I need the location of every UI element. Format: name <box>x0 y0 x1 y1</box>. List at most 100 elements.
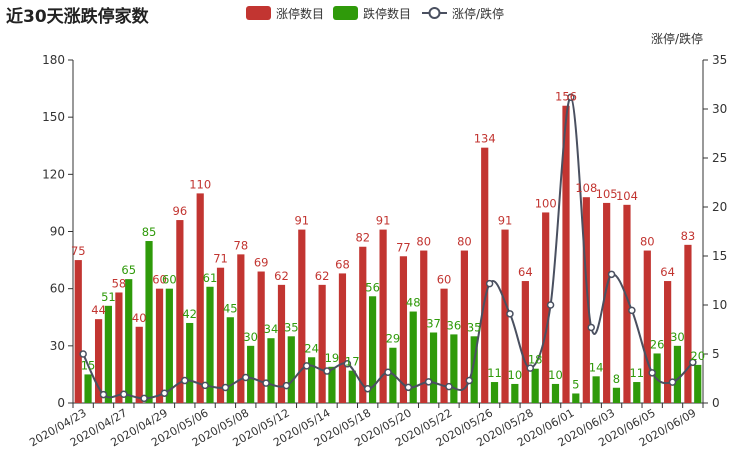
bar-limit-down[interactable] <box>287 336 295 403</box>
ratio-point[interactable] <box>607 270 616 279</box>
ratio-point[interactable] <box>181 376 189 385</box>
bar-limit-up[interactable] <box>542 212 550 403</box>
bar-limit-down[interactable] <box>694 364 702 403</box>
bar-limit-up[interactable] <box>115 292 123 403</box>
ratio-point[interactable] <box>648 369 656 377</box>
bar-limit-up[interactable] <box>481 147 489 403</box>
bar-limit-down[interactable] <box>490 382 499 403</box>
bar-limit-up[interactable] <box>379 229 387 403</box>
ratio-point[interactable] <box>160 389 169 397</box>
bar-limit-down[interactable] <box>308 357 316 403</box>
bar-limit-up[interactable] <box>562 105 570 403</box>
bar-limit-up[interactable] <box>196 193 204 403</box>
ratio-point[interactable] <box>404 383 413 392</box>
bar-limit-up[interactable] <box>237 254 245 403</box>
bar-limit-up[interactable] <box>684 244 692 403</box>
bar-limit-up[interactable] <box>399 256 408 403</box>
bar-limit-up[interactable] <box>521 281 529 403</box>
ratio-point[interactable] <box>363 384 372 393</box>
ratio-point[interactable] <box>323 367 331 375</box>
ratio-point[interactable] <box>384 368 392 376</box>
bar-limit-down[interactable] <box>328 366 336 403</box>
bar-limit-down[interactable] <box>409 311 417 403</box>
data-label-limit-down: 10 <box>548 368 563 382</box>
ratio-point[interactable] <box>689 358 697 367</box>
bar-limit-up[interactable] <box>298 229 306 403</box>
ratio-point[interactable] <box>221 383 230 392</box>
bar-limit-up[interactable] <box>643 250 651 403</box>
bar-limit-down[interactable] <box>511 383 519 403</box>
ratio-point[interactable] <box>302 362 311 370</box>
right-axis-tick-label: 5 <box>712 347 720 361</box>
bar-limit-down[interactable] <box>267 338 275 403</box>
bar-limit-up[interactable] <box>135 326 143 403</box>
bar-limit-down[interactable] <box>125 279 133 403</box>
bar-limit-down[interactable] <box>633 382 641 403</box>
bar-limit-down[interactable] <box>165 288 173 403</box>
ratio-point[interactable] <box>506 310 514 318</box>
bar-limit-down[interactable] <box>104 305 112 403</box>
ratio-point[interactable] <box>546 301 555 309</box>
ratio-point[interactable] <box>485 279 494 288</box>
bar-limit-up[interactable] <box>460 250 468 403</box>
ratio-point[interactable] <box>140 394 148 403</box>
ratio-line[interactable] <box>82 96 694 400</box>
ratio-point[interactable] <box>526 364 535 372</box>
bar-limit-up[interactable] <box>501 229 509 403</box>
ratio-point[interactable] <box>465 376 474 385</box>
legend[interactable]: 涨停数目 跌停数目 涨停/跌停 <box>246 6 504 21</box>
bar-limit-up[interactable] <box>155 288 164 403</box>
ratio-point[interactable] <box>201 381 209 390</box>
ratio-point[interactable] <box>445 382 453 391</box>
bar-limit-down[interactable] <box>226 317 234 403</box>
bar-limit-up[interactable] <box>216 267 225 403</box>
ratio-point[interactable] <box>628 306 636 315</box>
bar-limit-up[interactable] <box>582 197 590 403</box>
bar-limit-up[interactable] <box>623 204 631 403</box>
legend-item-ratio[interactable]: 涨停/跌停 <box>422 6 504 21</box>
ratio-point[interactable] <box>668 378 677 386</box>
ratio-point[interactable] <box>79 350 87 358</box>
bar-limit-down[interactable] <box>572 393 580 403</box>
bar-limit-down[interactable] <box>145 241 153 403</box>
ratio-point[interactable] <box>262 379 270 387</box>
bar-limit-up[interactable] <box>94 319 103 403</box>
bar-limit-down[interactable] <box>348 370 356 403</box>
bar-limit-up[interactable] <box>420 250 428 403</box>
ratio-point[interactable] <box>282 381 291 390</box>
bar-limit-up[interactable] <box>338 273 347 403</box>
ratio-point[interactable] <box>567 93 575 101</box>
bar-limit-up[interactable] <box>257 271 265 403</box>
bar-limit-down[interactable] <box>450 334 458 403</box>
ratio-point[interactable] <box>343 360 352 368</box>
bar-limit-down[interactable] <box>551 383 560 403</box>
bar-limit-up[interactable] <box>74 260 82 403</box>
left-axis-tick-label: 30 <box>50 339 65 353</box>
data-label-limit-up: 60 <box>152 273 167 287</box>
bar-limit-down[interactable] <box>368 296 377 403</box>
legend-item-limit-down[interactable]: 跌停数目 <box>333 6 411 21</box>
legend-item-limit-up[interactable]: 涨停数目 <box>246 6 324 21</box>
ratio-point[interactable] <box>120 390 128 399</box>
bar-limit-down[interactable] <box>612 387 621 403</box>
bar-limit-up[interactable] <box>277 284 286 403</box>
bar-limit-down[interactable] <box>592 376 600 403</box>
bar-limit-down[interactable] <box>673 345 682 403</box>
bar-limit-down[interactable] <box>206 286 214 403</box>
bar-limit-down[interactable] <box>429 332 438 403</box>
bar-limit-up[interactable] <box>318 284 326 403</box>
bar-limit-up[interactable] <box>440 288 448 403</box>
ratio-point[interactable] <box>99 390 108 399</box>
bar-limit-up[interactable] <box>603 202 611 403</box>
bar-limit-up[interactable] <box>664 281 672 403</box>
ratio-point[interactable] <box>424 378 433 386</box>
bar-limit-down[interactable] <box>247 345 255 403</box>
bar-limit-down[interactable] <box>84 374 92 403</box>
bar-limit-up[interactable] <box>176 220 184 403</box>
bar-limit-up[interactable] <box>359 246 367 403</box>
bar-limit-down[interactable] <box>186 322 194 403</box>
ratio-point[interactable] <box>587 323 595 332</box>
bar-limit-down[interactable] <box>470 336 478 403</box>
bar-limit-down[interactable] <box>531 368 539 403</box>
ratio-point[interactable] <box>241 373 250 382</box>
